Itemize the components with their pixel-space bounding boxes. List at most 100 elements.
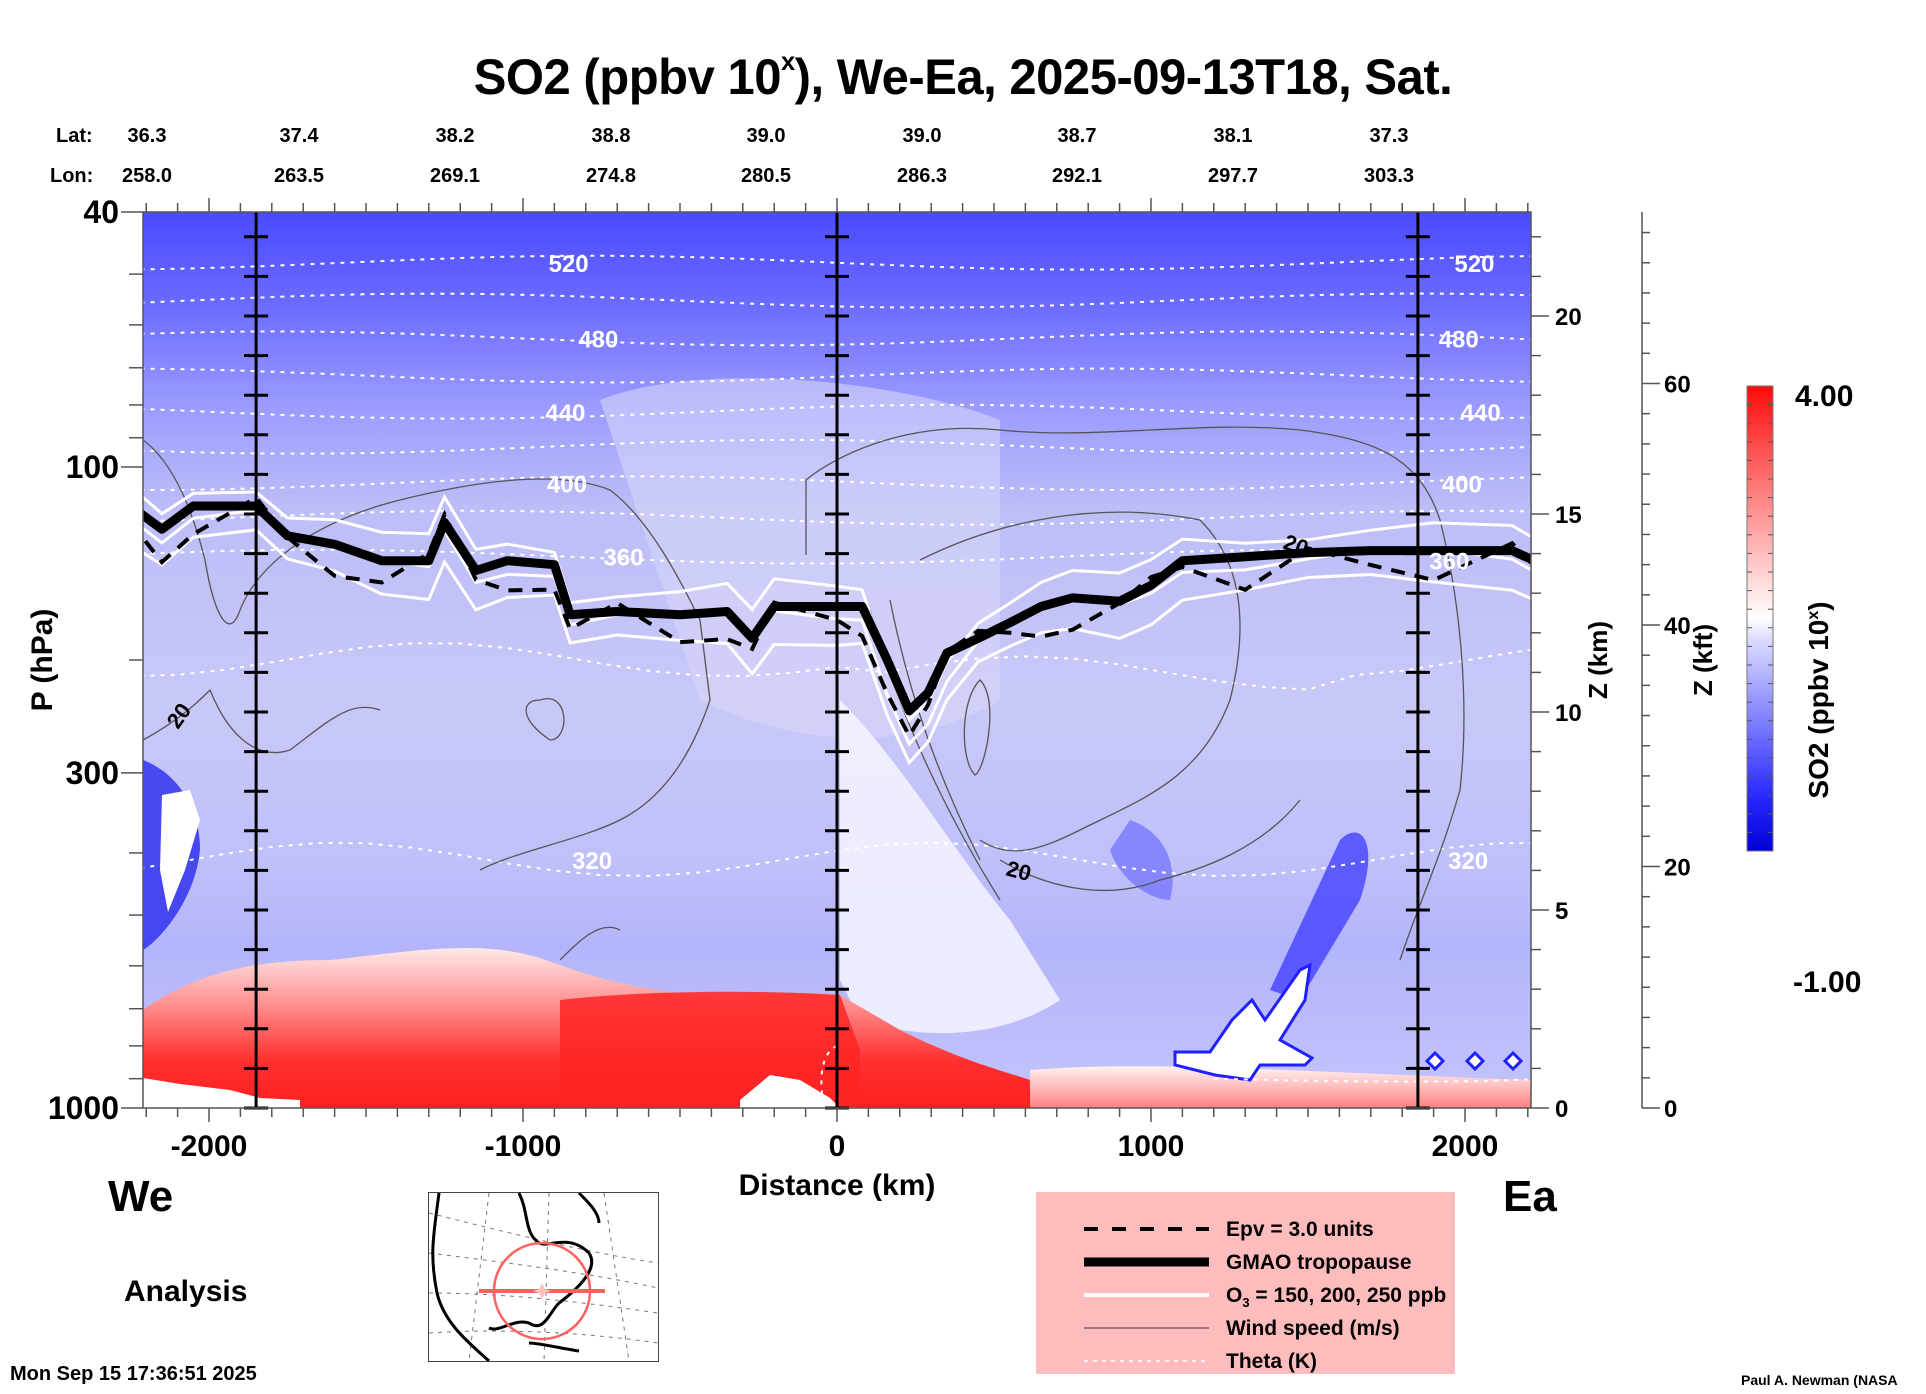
theta-label: 480 <box>1439 326 1479 353</box>
lon-value: 258.0 <box>121 165 173 187</box>
coastlines <box>431 1193 601 1361</box>
z-kft-tick-label: 0 <box>1664 1096 1677 1123</box>
wind-contour <box>805 426 1465 961</box>
y-tick-label: 40 <box>83 194 119 230</box>
lon-label: Lon: <box>50 165 94 187</box>
so2-light-region <box>600 378 1000 738</box>
lon-value: 303.3 <box>1363 165 1415 187</box>
theta-label: 360 <box>1429 549 1469 576</box>
z-km-ticks <box>1531 236 1549 1109</box>
so2-below-range-west <box>160 790 200 912</box>
wind-contour <box>963 679 991 776</box>
theta-label: 400 <box>547 471 587 498</box>
wind-contour <box>559 926 621 961</box>
lat-value: 38.1 <box>1213 125 1253 147</box>
z-kft-ticks <box>1642 231 1660 1109</box>
legend-item-wind: Wind speed (m/s) <box>1036 1313 1455 1347</box>
colorbar-min-label: -1.00 <box>1793 966 1861 999</box>
lon-value: 269.1 <box>429 165 481 187</box>
so2-boundary-layer-east <box>1030 1066 1531 1108</box>
z-km-tick-label: 20 <box>1555 304 1582 331</box>
lat-label: Lat: <box>56 125 93 147</box>
x-ticks <box>145 198 1529 1122</box>
lon-value: 286.3 <box>896 165 948 187</box>
z-kft-tick-label: 40 <box>1664 613 1691 640</box>
legend-dashed-line-icon <box>1084 1227 1209 1231</box>
z-kft-tick-labels: 0 20 40 60 <box>1664 372 1691 1124</box>
theta-label: 320 <box>572 848 612 875</box>
z-km-tick-labels: 0 5 10 15 20 <box>1555 304 1582 1123</box>
legend: Epv = 3.0 units GMAO tropopause O3 = 150… <box>1036 1192 1455 1374</box>
so2-low-anomaly-mid <box>1110 820 1173 900</box>
chart-title: SO2 (ppbv 10x), We-Ea, 2025-09-13T18, Sa… <box>473 46 1453 105</box>
y-tick-labels: 40 100 300 1000 <box>48 194 119 1126</box>
colorbar <box>1746 385 1774 852</box>
theta-label: 520 <box>1454 251 1494 278</box>
wind-contour <box>889 599 981 861</box>
inset-map-svg <box>429 1193 658 1361</box>
theta-label: 480 <box>578 326 618 353</box>
legend-thick-line-icon <box>1084 1257 1209 1267</box>
legend-dotted-line-icon <box>1084 1360 1209 1362</box>
analysis-label: Analysis <box>124 1275 248 1308</box>
lon-value: 292.1 <box>1051 165 1103 187</box>
legend-item-theta: Theta (K) <box>1036 1346 1455 1380</box>
lat-value: 38.2 <box>435 125 475 147</box>
z-kft-tick-label: 20 <box>1664 855 1691 882</box>
lon-value: 280.5 <box>740 165 792 187</box>
so2-low-anomaly-east <box>1270 832 1369 1000</box>
wind-contour <box>143 439 711 871</box>
marker-diamond <box>1424 1050 1446 1072</box>
y-tick-label: 300 <box>66 755 119 791</box>
z-kft-axis-title: Z (kft) <box>1688 624 1718 696</box>
center-star-icon <box>533 1283 551 1299</box>
theta-label: 440 <box>1461 400 1501 427</box>
theta-label: 320 <box>1448 848 1488 875</box>
wind-contour <box>143 688 381 754</box>
lat-value: 36.3 <box>127 125 167 147</box>
legend-item-epv: Epv = 3.0 units <box>1036 1214 1455 1248</box>
z-km-tick-label: 15 <box>1555 502 1582 529</box>
theta-label: 400 <box>1442 471 1482 498</box>
x-axis-title: Distance (km) <box>739 1169 936 1202</box>
x-tick-label: -1000 <box>485 1130 562 1163</box>
lon-value: 297.7 <box>1207 165 1259 187</box>
surface-markers <box>1424 1050 1524 1072</box>
marker-diamond <box>1502 1050 1524 1072</box>
lat-value: 39.0 <box>902 125 942 147</box>
z-kft-tick-label: 60 <box>1664 372 1691 399</box>
lat-value: 37.4 <box>279 125 319 147</box>
timestamp: Mon Sep 15 17:36:51 2025 <box>10 1363 257 1385</box>
z-km-tick-label: 5 <box>1555 898 1568 925</box>
theta-label: 360 <box>603 545 643 572</box>
y-tick-label: 100 <box>66 449 119 485</box>
surface-mask-west <box>143 1078 300 1108</box>
direction-west-label: We <box>108 1172 174 1221</box>
marker-diamond <box>1464 1050 1486 1072</box>
theta-label: 520 <box>549 251 589 278</box>
colorbar-title: SO2 (ppbv 10x) <box>1803 601 1834 798</box>
lon-value: 263.5 <box>273 165 325 187</box>
z-km-tick-label: 0 <box>1555 1096 1568 1123</box>
inset-map <box>428 1192 659 1362</box>
colorbar-max-label: 4.00 <box>1795 380 1853 413</box>
colorbar-ticks <box>1747 404 1773 833</box>
y-tick-label: 1000 <box>48 1090 119 1126</box>
y-ticks <box>121 211 143 1109</box>
lat-value: 38.7 <box>1057 125 1097 147</box>
wind-contour <box>525 698 565 741</box>
z-km-tick-label: 10 <box>1555 700 1582 727</box>
legend-white-line-icon <box>1084 1293 1209 1297</box>
x-tick-labels: -2000 -1000 0 1000 2000 <box>171 1130 1499 1163</box>
y-axis-title: P (hPa) <box>26 609 59 712</box>
z-km-axis-title: Z (km) <box>1583 621 1613 699</box>
x-tick-label: 2000 <box>1432 1130 1499 1163</box>
theta-contour <box>1213 1077 1531 1083</box>
lon-value: 274.8 <box>585 165 637 187</box>
direction-east-label: Ea <box>1503 1172 1557 1221</box>
theta-labels: 520 480 440 400 360 320 520 480 440 400 360 320 <box>545 251 1500 875</box>
lat-value: 38.8 <box>591 125 631 147</box>
x-tick-label: 1000 <box>1118 1130 1185 1163</box>
legend-thin-line-icon <box>1084 1327 1209 1329</box>
